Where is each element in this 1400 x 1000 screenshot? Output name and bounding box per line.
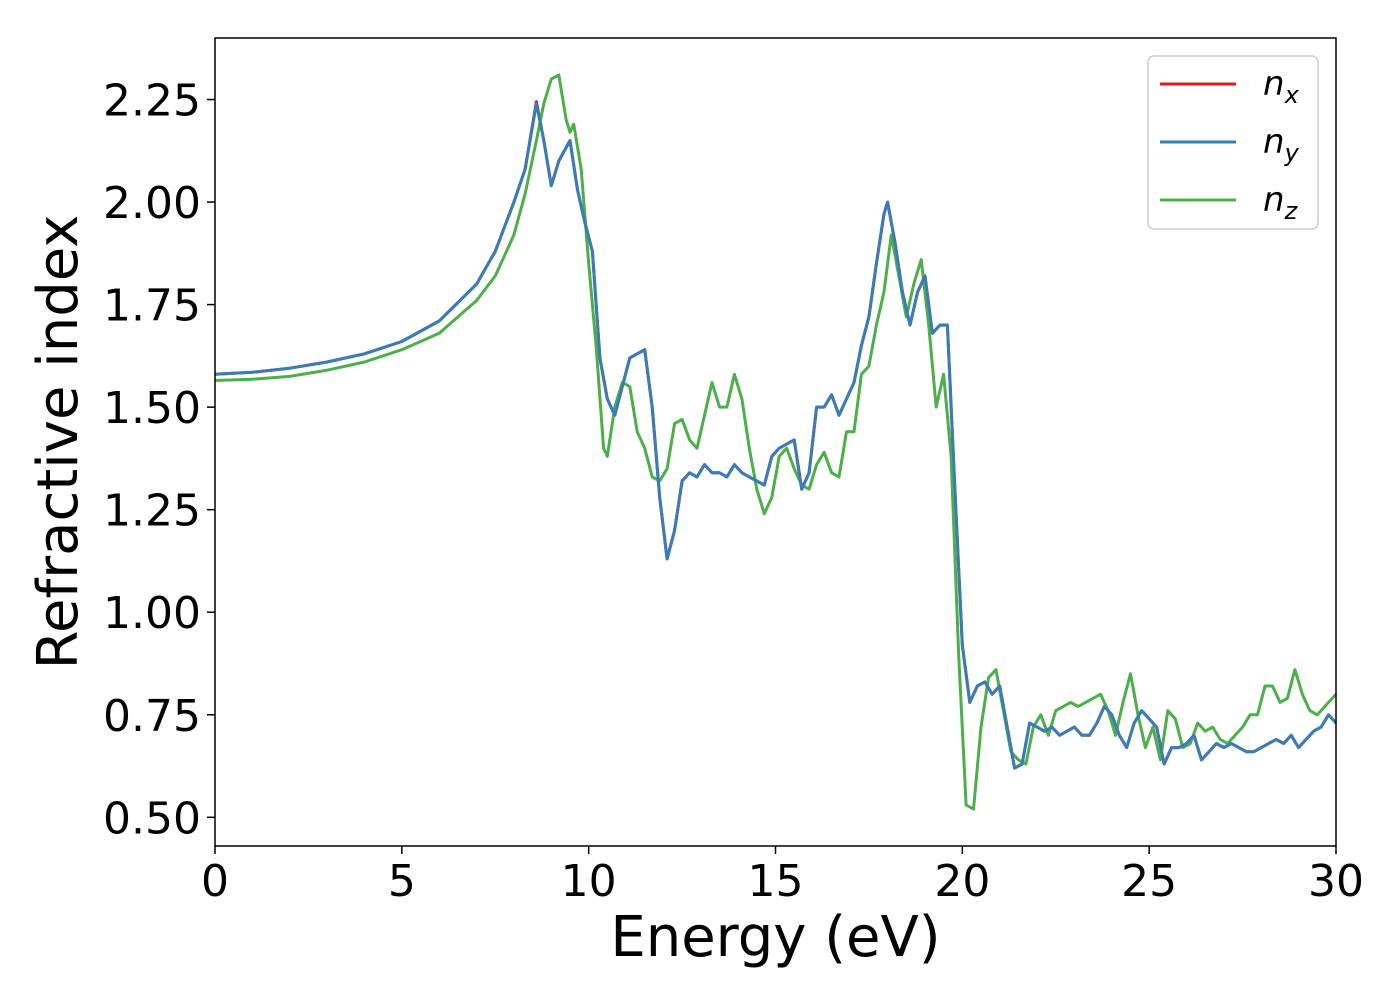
x-tick-label: 30: [1308, 856, 1364, 907]
x-axis-label: Energy (eV): [610, 905, 940, 970]
legend: nx ny nz: [1147, 55, 1319, 230]
series-line-nz: [214, 73, 1338, 811]
y-tick-label: 2.25: [103, 76, 201, 127]
y-tick-label: 2.00: [103, 178, 201, 229]
x-tick-label: 25: [1121, 856, 1177, 907]
y-tick-label: 0.50: [103, 793, 201, 844]
y-tick-label: 0.75: [103, 691, 201, 742]
y-tick-label: 1.75: [103, 281, 201, 332]
x-tick-label: 15: [748, 856, 804, 907]
x-axis-ticks: 0 5 10 15 20 25 30: [201, 846, 1364, 907]
legend-entry-nz: nz: [1263, 180, 1299, 225]
y-tick-label: 1.00: [103, 588, 201, 639]
legend-entry-ny: ny: [1263, 122, 1300, 167]
x-tick-label: 20: [934, 856, 990, 907]
y-tick-label: 1.50: [103, 383, 201, 434]
x-tick-label: 0: [201, 856, 229, 907]
series-line-ny: [214, 102, 1338, 770]
y-axis-label: Refractive index: [26, 215, 91, 670]
y-tick-label: 1.25: [103, 486, 201, 537]
plot-lines: [214, 73, 1338, 811]
y-axis-ticks: 0.50 0.75 1.00 1.25 1.50 1.75 2.00 2.25: [103, 76, 215, 844]
legend-entry-nx: nx: [1263, 64, 1300, 109]
x-tick-label: 10: [561, 856, 617, 907]
x-tick-label: 5: [388, 856, 416, 907]
